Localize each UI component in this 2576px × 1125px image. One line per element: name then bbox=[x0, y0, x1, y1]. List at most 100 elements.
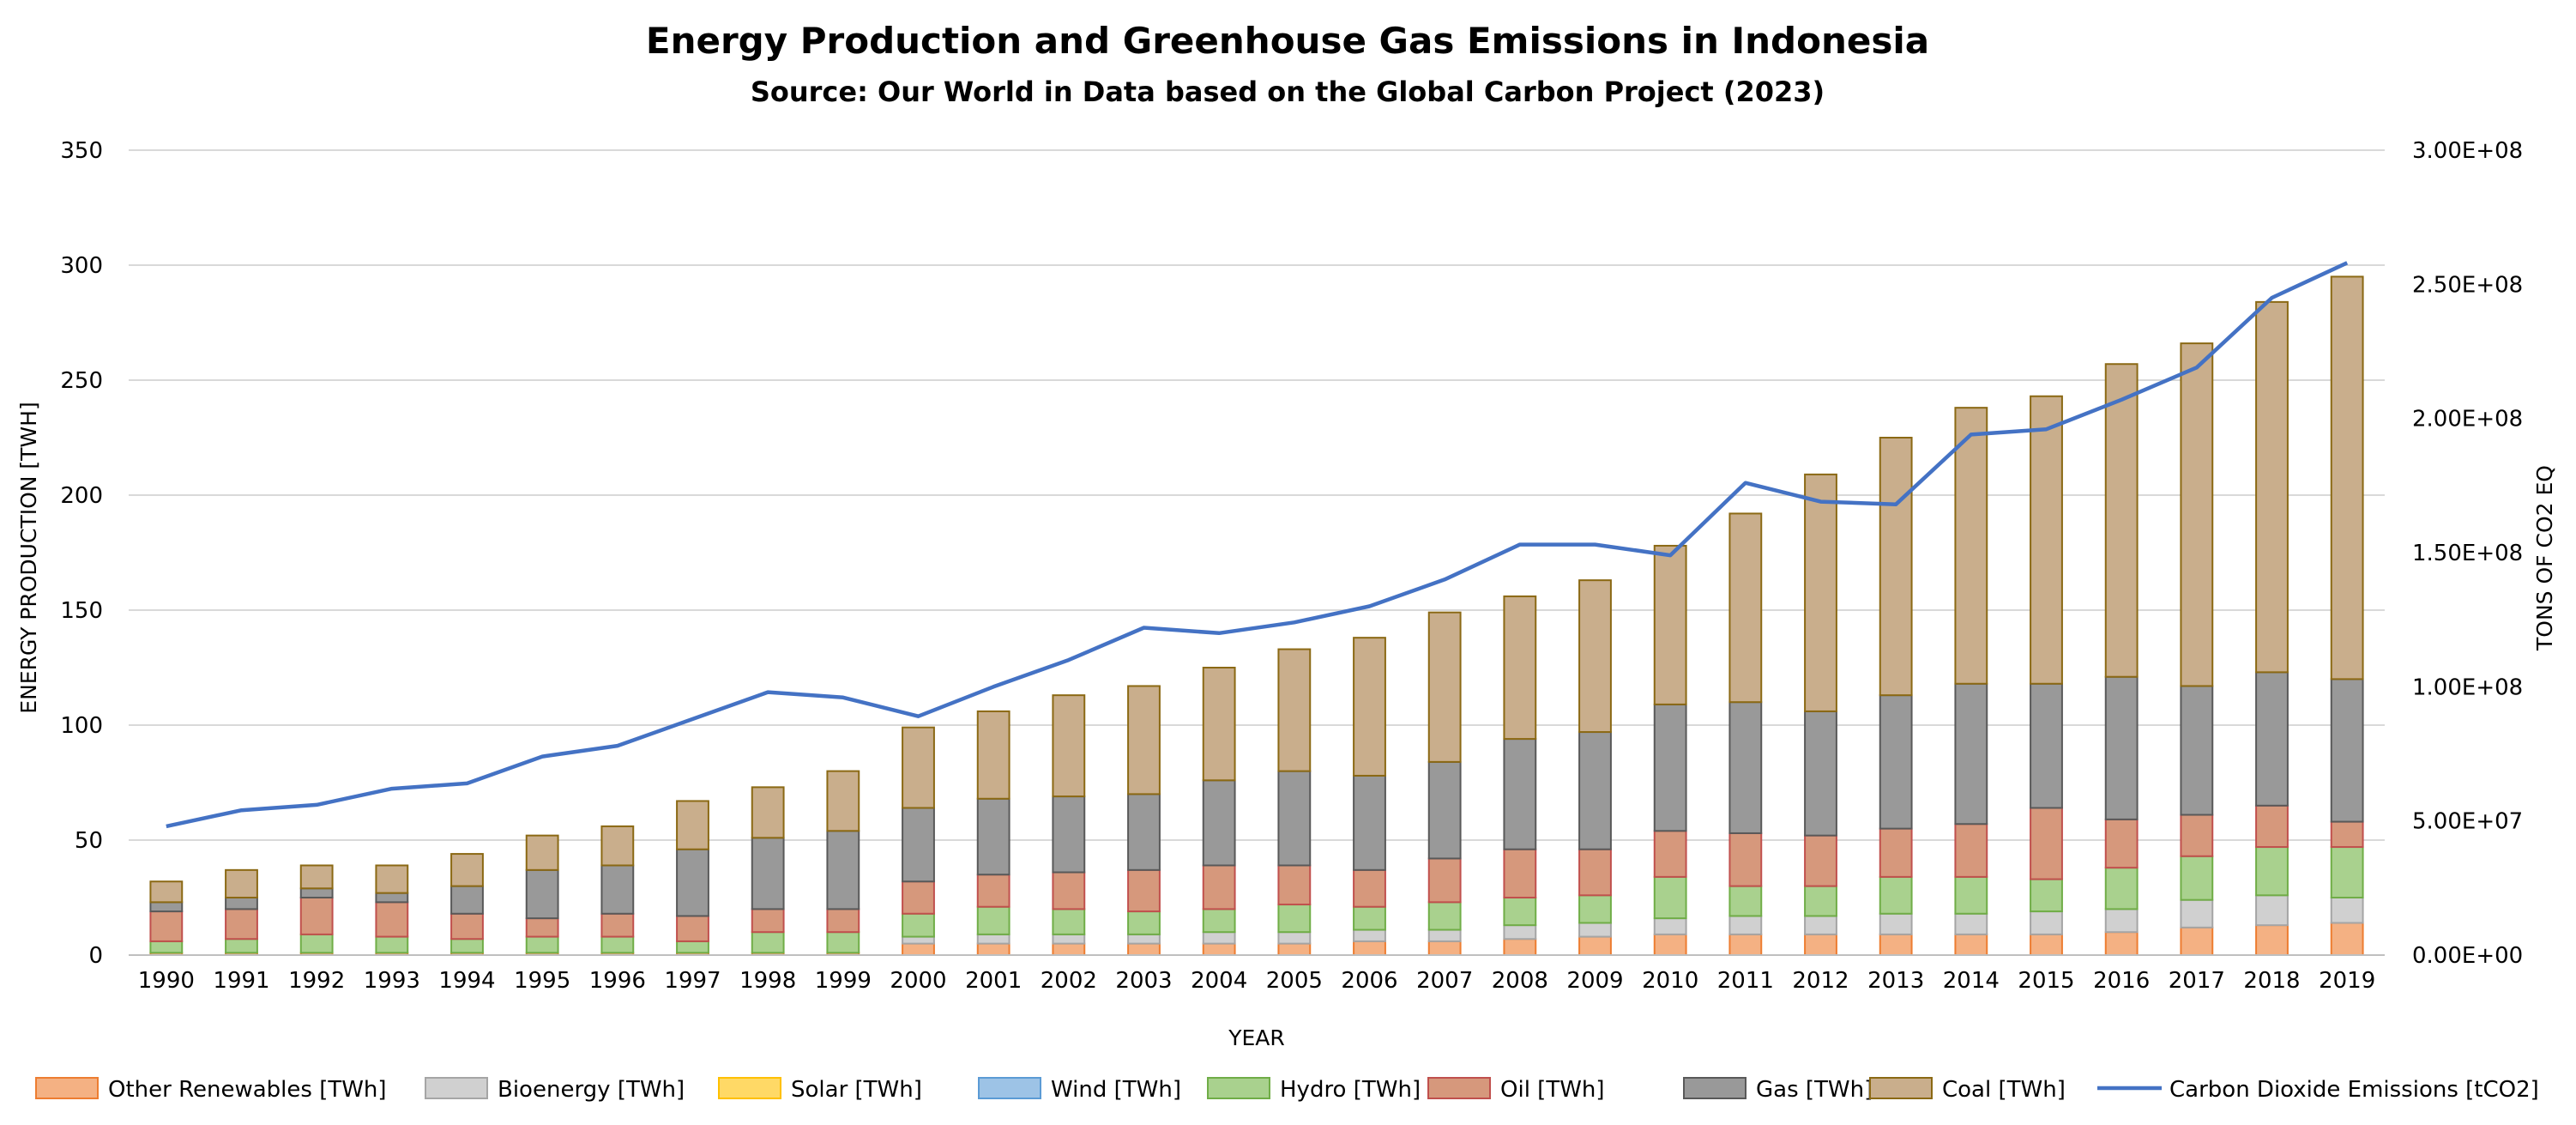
legend-label: Carbon Dioxide Emissions [tCO2] bbox=[2169, 1077, 2539, 1103]
legend-label: Coal [TWh] bbox=[1942, 1077, 2066, 1103]
bar-segment bbox=[902, 935, 935, 945]
bar-segment bbox=[1277, 942, 1312, 956]
x-tick-label: 2008 bbox=[1492, 968, 1548, 994]
x-tick-label: 2001 bbox=[965, 968, 1022, 994]
bar-segment bbox=[149, 880, 184, 904]
bar-segment bbox=[1427, 857, 1462, 904]
bar-segment bbox=[2180, 926, 2214, 956]
bar-segment bbox=[1202, 931, 1236, 945]
bar-segment bbox=[1728, 701, 1763, 834]
bar-segment bbox=[1052, 908, 1086, 935]
bar-segment bbox=[2330, 678, 2364, 823]
legend-label: Solar [TWh] bbox=[791, 1077, 922, 1103]
bar-segment bbox=[225, 908, 258, 941]
bar-segment bbox=[1653, 544, 1687, 705]
bar-segment bbox=[1427, 901, 1462, 931]
x-axis-label: YEAR bbox=[1228, 1025, 1285, 1050]
y-tick-label: 350 bbox=[60, 138, 103, 164]
y-tick-label: 100 bbox=[60, 713, 103, 739]
bar-segment bbox=[751, 786, 785, 839]
bar-segment bbox=[1954, 875, 1988, 915]
bar-segment bbox=[2330, 820, 2364, 849]
bar-segment bbox=[1804, 885, 1837, 917]
bar-segment bbox=[676, 940, 709, 954]
bar-segment bbox=[1052, 933, 1086, 945]
y-tick-label: 0 bbox=[88, 943, 103, 969]
bar-segment bbox=[375, 892, 409, 904]
bar-segment bbox=[1954, 912, 1988, 935]
legend-label: Wind [TWh] bbox=[1051, 1077, 1181, 1103]
bar-segment bbox=[902, 912, 935, 938]
bar-segment bbox=[225, 938, 258, 954]
bar-segment bbox=[1804, 834, 1837, 887]
bar-segment bbox=[1353, 868, 1386, 908]
bar-segment bbox=[2104, 363, 2139, 678]
line-group bbox=[166, 261, 2349, 829]
bar-segment bbox=[525, 917, 559, 938]
bar-segment bbox=[1728, 915, 1763, 935]
bar-segment bbox=[2255, 894, 2289, 927]
legend-swatch bbox=[1683, 1077, 1746, 1099]
y2-tick-label: 2.00E+08 bbox=[2412, 407, 2523, 432]
bar-segment bbox=[2104, 867, 2139, 910]
bar-segment bbox=[1653, 875, 1687, 920]
bar-segment bbox=[1804, 710, 1837, 837]
bar-segment bbox=[976, 797, 1010, 876]
bar-segment bbox=[676, 915, 709, 942]
bar-segment bbox=[1804, 473, 1837, 712]
bar-segment bbox=[1277, 931, 1312, 945]
bar-segment bbox=[1578, 922, 1612, 938]
bar-segment bbox=[1052, 694, 1086, 798]
chart-title: Energy Production and Greenhouse Gas Emi… bbox=[646, 20, 1929, 62]
y-axis-label: ENERGY PRODUCTION [TWH] bbox=[16, 402, 41, 713]
bar-segment bbox=[2330, 922, 2364, 956]
bar-segment bbox=[676, 800, 709, 850]
x-tick-label: 2012 bbox=[1792, 968, 1849, 994]
bar-segment bbox=[902, 807, 935, 883]
x-tick-label: 1994 bbox=[438, 968, 495, 994]
bar-segment bbox=[976, 874, 1010, 908]
x-tick-label: 2000 bbox=[890, 968, 946, 994]
bar-segment bbox=[1503, 924, 1537, 941]
gridlines bbox=[129, 149, 2385, 841]
bar-segment bbox=[2030, 807, 2063, 880]
legend-swatch bbox=[1869, 1077, 1933, 1099]
bar-segment bbox=[2330, 897, 2364, 924]
x-tick-label: 2019 bbox=[2319, 968, 2375, 994]
bar-segment bbox=[1954, 933, 1988, 957]
y2-axis-label: TONS OF CO2 EQ bbox=[2532, 465, 2557, 651]
bar-segment bbox=[2180, 685, 2214, 816]
y-tick-label: 200 bbox=[60, 483, 103, 509]
legend-swatch bbox=[718, 1077, 781, 1099]
bar-segment bbox=[225, 868, 258, 899]
x-tick-label: 2014 bbox=[1943, 968, 2000, 994]
x-tick-label: 2017 bbox=[2169, 968, 2225, 994]
bar-segment bbox=[2330, 846, 2364, 898]
bar-segment bbox=[1879, 912, 1913, 935]
bar-segment bbox=[976, 710, 1010, 800]
x-tick-label: 2003 bbox=[1115, 968, 1172, 994]
bar-segment bbox=[2255, 846, 2289, 897]
bar-segment bbox=[2255, 924, 2289, 957]
bar-segment bbox=[1202, 908, 1236, 934]
bar-segment bbox=[1954, 823, 1988, 878]
bar-segment bbox=[1353, 774, 1386, 871]
bar-segment bbox=[375, 935, 409, 954]
bar-segment bbox=[2180, 342, 2214, 687]
y2-tick-label: 3.00E+08 bbox=[2412, 138, 2523, 164]
bar-segment bbox=[525, 868, 559, 920]
x-tick-label: 1990 bbox=[138, 968, 195, 994]
bar-segment bbox=[1578, 935, 1612, 957]
bar-segment bbox=[1202, 779, 1236, 867]
bar-segment bbox=[2030, 395, 2063, 685]
x-tick-label: 2006 bbox=[1341, 968, 1397, 994]
bar-segment bbox=[1578, 848, 1612, 897]
x-tick-label: 2002 bbox=[1041, 968, 1097, 994]
y2-tick-label: 0.00E+00 bbox=[2412, 943, 2523, 969]
bar-segment bbox=[1427, 940, 1462, 957]
bar-segment bbox=[1503, 938, 1537, 956]
bar-segment bbox=[1277, 904, 1312, 934]
x-tick-label: 1996 bbox=[589, 968, 646, 994]
bar-segment bbox=[1052, 871, 1086, 910]
